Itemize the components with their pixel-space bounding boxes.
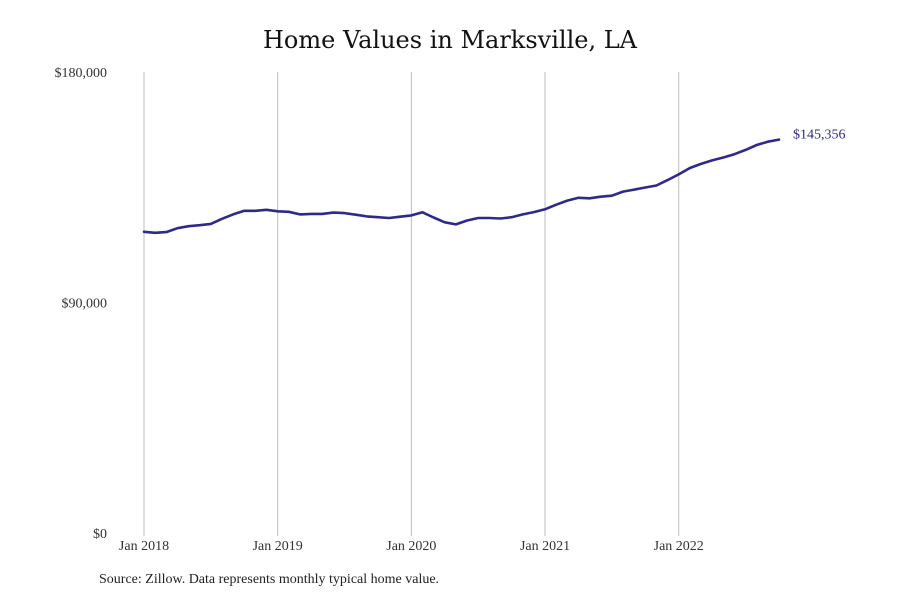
y-tick-label: $90,000 bbox=[62, 297, 108, 312]
end-value-label: $145,356 bbox=[793, 128, 846, 143]
grid-lines bbox=[143, 72, 680, 536]
x-tick-label: Jan 2019 bbox=[253, 539, 303, 554]
x-tick-label: Jan 2022 bbox=[654, 539, 704, 554]
y-axis: $0 $90,000 $180,000 bbox=[55, 66, 108, 542]
series-line bbox=[142, 138, 781, 235]
y-tick-label: $180,000 bbox=[55, 66, 108, 81]
series-layer: $145,356 bbox=[142, 128, 846, 235]
x-axis: Jan 2018 Jan 2019 Jan 2020 Jan 2021 Jan 2022 bbox=[119, 539, 704, 554]
x-tick-label: Jan 2021 bbox=[520, 539, 570, 554]
source-note: Source: Zillow. Data represents monthly … bbox=[99, 572, 440, 587]
x-tick-label: Jan 2018 bbox=[119, 539, 169, 554]
chart-title: Home Values in Marksville, LA bbox=[263, 26, 637, 54]
y-tick-label: $0 bbox=[93, 527, 107, 542]
x-tick-label: Jan 2020 bbox=[386, 539, 436, 554]
